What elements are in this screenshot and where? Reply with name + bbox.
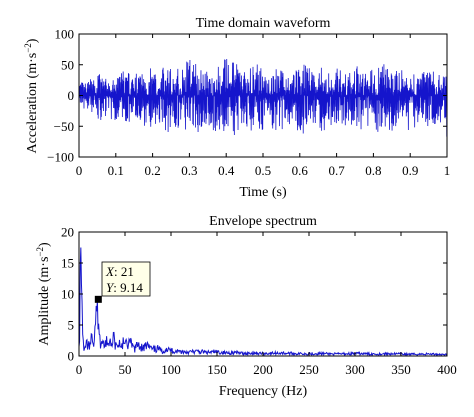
waveform-x-tick-label: 0.2 [144, 163, 160, 178]
waveform-y-tick-label: 50 [61, 57, 74, 72]
waveform-title: Time domain waveform [196, 16, 331, 31]
datatip-x-text: X: 21 [105, 264, 134, 279]
waveform-y-tick-label: 0 [68, 88, 75, 103]
waveform-y-tick-label: −100 [47, 150, 74, 165]
spectrum-chart: Envelope spectrum 0 50 100 150 200 250 300 350 4… [35, 214, 457, 399]
waveform-y-tick-label: −50 [54, 119, 74, 134]
spectrum-x-tick-label: 350 [391, 362, 411, 377]
datatip-y-text: Y: 9.14 [106, 280, 143, 295]
spectrum-y-tick-label: 5 [68, 318, 75, 333]
waveform-chart: Time domain waveform 0 0.1 0.2 0.3 0.4 0.5 0.6… [23, 16, 450, 200]
waveform-x-tick-label: 0.5 [255, 163, 271, 178]
waveform-x-tick-label: 1 [444, 163, 451, 178]
waveform-x-tick-label: 0.7 [328, 163, 345, 178]
spectrum-x-tick-label: 50 [119, 362, 132, 377]
waveform-x-tick-label: 0.6 [292, 163, 309, 178]
spectrum-datatip: X: 21 Y: 9.14 [101, 261, 151, 297]
spectrum-x-tick-label: 150 [207, 362, 227, 377]
spectrum-y-tick-label: 15 [61, 256, 74, 271]
spectrum-y-tick-label: 20 [61, 225, 74, 240]
spectrum-x-axis-label: Frequency (Hz) [219, 384, 308, 399]
spectrum-x-tick-label: 200 [253, 362, 273, 377]
waveform-x-tick-label: 0.3 [181, 163, 197, 178]
waveform-x-tick-label: 0.9 [402, 163, 418, 178]
waveform-x-tick-label: 0.8 [365, 163, 381, 178]
spectrum-x-tick-label: 0 [76, 362, 83, 377]
spectrum-x-tick-label: 250 [299, 362, 319, 377]
waveform-line [78, 59, 448, 137]
spectrum-line [78, 247, 448, 357]
spectrum-y-axis-label: Amplitude (m·s−2) [35, 242, 52, 346]
spectrum-x-tick-label: 100 [161, 362, 181, 377]
waveform-y-axis-label: Acceleration (m·s−2) [23, 38, 40, 153]
waveform-x-tick-label: 0.1 [108, 163, 124, 178]
spectrum-title: Envelope spectrum [209, 214, 317, 229]
waveform-x-tick-label: 0.4 [218, 163, 235, 178]
waveform-x-axis-label: Time (s) [239, 185, 287, 200]
datatip-box [101, 261, 151, 297]
waveform-x-tick-label: 0 [76, 163, 83, 178]
spectrum-x-tick-label: 400 [437, 362, 457, 377]
spectrum-y-tick-label: 0 [68, 349, 75, 364]
spectrum-series [78, 247, 448, 357]
spectrum-x-tick-label: 300 [345, 362, 365, 377]
waveform-series [78, 59, 448, 137]
spectrum-axes: 0 50 100 150 200 250 300 350 400 0 5 10 15 20 [61, 225, 457, 378]
waveform-y-tick-label: 100 [55, 27, 75, 42]
spectrum-y-tick-label: 10 [61, 287, 74, 302]
spectrum-peak-marker [94, 295, 102, 303]
waveform-axes: 0 0.1 0.2 0.3 0.4 0.5 0.6 0.7 0.8 0.9 1 −100 −50 0 50 1… [47, 27, 450, 179]
